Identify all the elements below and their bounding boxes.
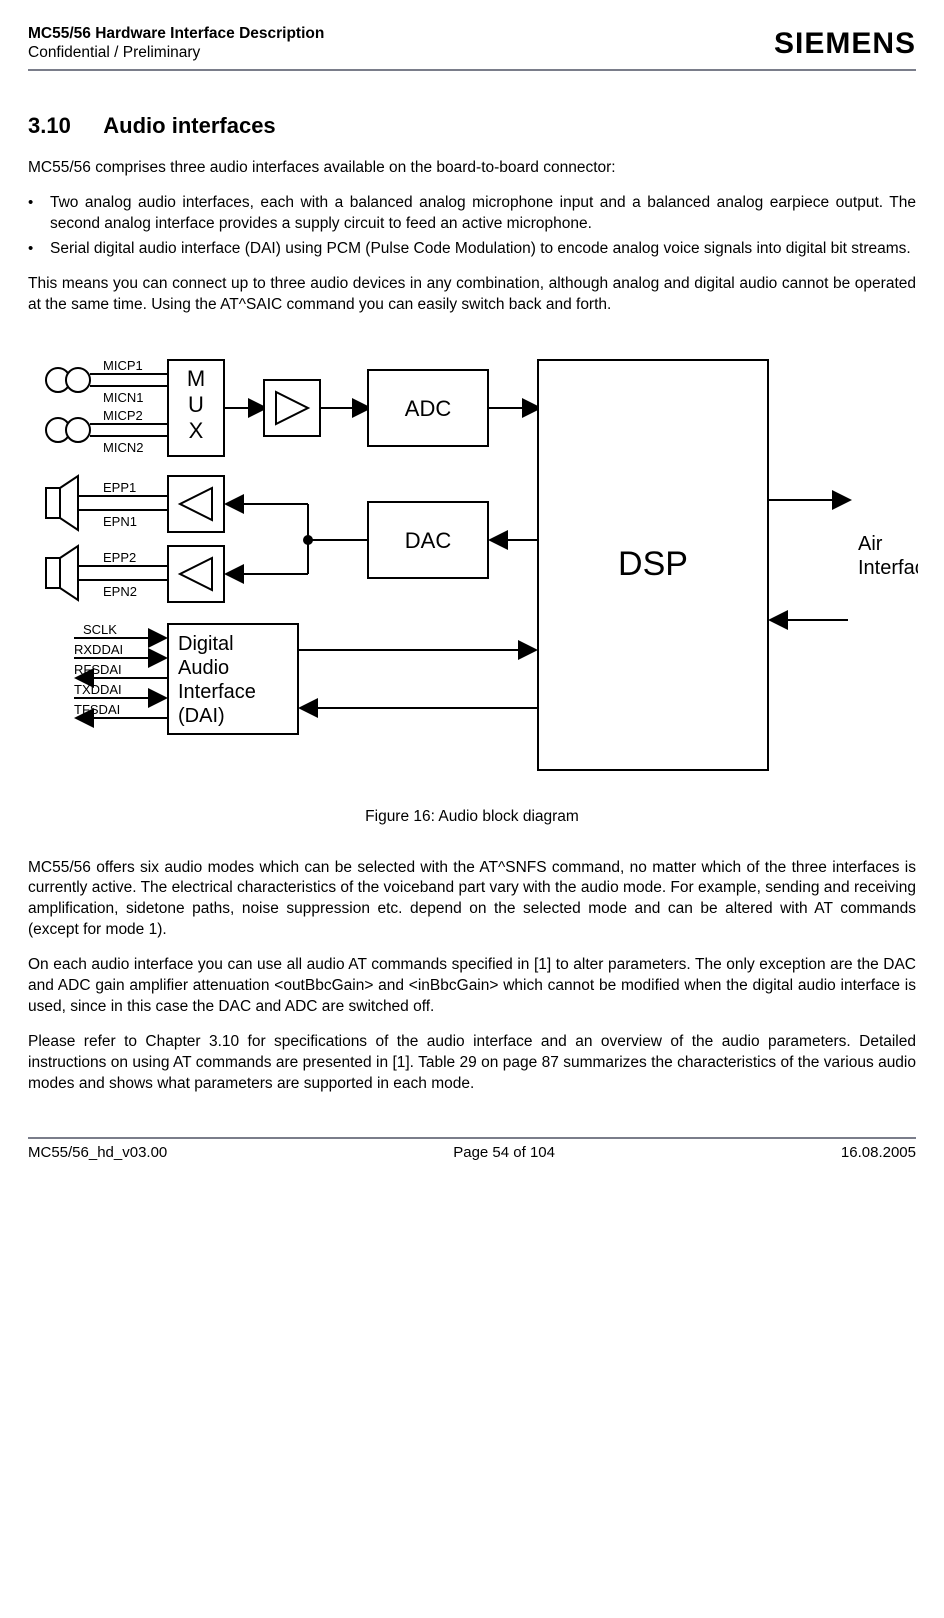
label-epp1: EPP1 — [103, 480, 136, 495]
label-tfsdai: TFSDAI — [74, 702, 120, 717]
label-micp1: MICP1 — [103, 358, 143, 373]
label-dai-2: Audio — [178, 657, 229, 679]
section-heading: 3.10 Audio interfaces — [28, 111, 916, 141]
audio-block-diagram: MICP1 MICN1 MICP2 MICN2 M U X ADC DSP — [28, 350, 916, 797]
label-epp2: EPP2 — [103, 550, 136, 565]
label-rxddai: RXDDAI — [74, 642, 123, 657]
label-mux-x: X — [189, 418, 204, 443]
label-epn1: EPN1 — [103, 514, 137, 529]
label-dac: DAC — [405, 528, 452, 553]
label-mux-m: M — [187, 366, 205, 391]
header-subtitle: Confidential / Preliminary — [28, 43, 324, 62]
figure-caption: Figure 16: Audio block diagram — [28, 807, 916, 828]
label-dsp: DSP — [618, 545, 688, 583]
label-micp2: MICP2 — [103, 408, 143, 423]
paragraph: Please refer to Chapter 3.10 for specifi… — [28, 1032, 916, 1095]
label-dai-4: (DAI) — [178, 705, 225, 727]
bullet-item: Serial digital audio interface (DAI) usi… — [50, 239, 916, 260]
label-micn1: MICN1 — [103, 390, 143, 405]
paragraph: On each audio interface you can use all … — [28, 955, 916, 1018]
header-title: MC55/56 Hardware Interface Description — [28, 24, 324, 43]
section-number: 3.10 — [28, 111, 98, 141]
bullet-dot: • — [28, 193, 50, 235]
bullet-dot: • — [28, 239, 50, 260]
paragraph: MC55/56 offers six audio modes which can… — [28, 858, 916, 942]
label-txddai: TXDDAI — [74, 682, 122, 697]
intro-paragraph: MC55/56 comprises three audio interfaces… — [28, 158, 916, 179]
section-title: Audio interfaces — [103, 113, 275, 138]
paragraph: This means you can connect up to three a… — [28, 274, 916, 316]
label-air-2: Interface — [858, 557, 918, 579]
label-rfsdai: RFSDAI — [74, 662, 122, 677]
footer-center: Page 54 of 104 — [453, 1143, 555, 1163]
footer-right: 16.08.2005 — [841, 1143, 916, 1163]
bullet-item: Two analog audio interfaces, each with a… — [50, 193, 916, 235]
page-footer: MC55/56_hd_v03.00 Page 54 of 104 16.08.2… — [28, 1137, 916, 1163]
bullet-list: •Two analog audio interfaces, each with … — [28, 193, 916, 260]
label-dai-3: Interface — [178, 681, 256, 703]
page-header: MC55/56 Hardware Interface Description C… — [28, 24, 916, 71]
label-air-1: Air — [858, 533, 883, 555]
label-mux-u: U — [188, 392, 204, 417]
label-sclk: SCLK — [83, 622, 117, 637]
footer-left: MC55/56_hd_v03.00 — [28, 1143, 167, 1163]
label-micn2: MICN2 — [103, 440, 143, 455]
label-adc: ADC — [405, 396, 452, 421]
siemens-logo: SIEMENS — [774, 24, 916, 65]
label-dai-1: Digital — [178, 633, 234, 655]
label-epn2: EPN2 — [103, 584, 137, 599]
